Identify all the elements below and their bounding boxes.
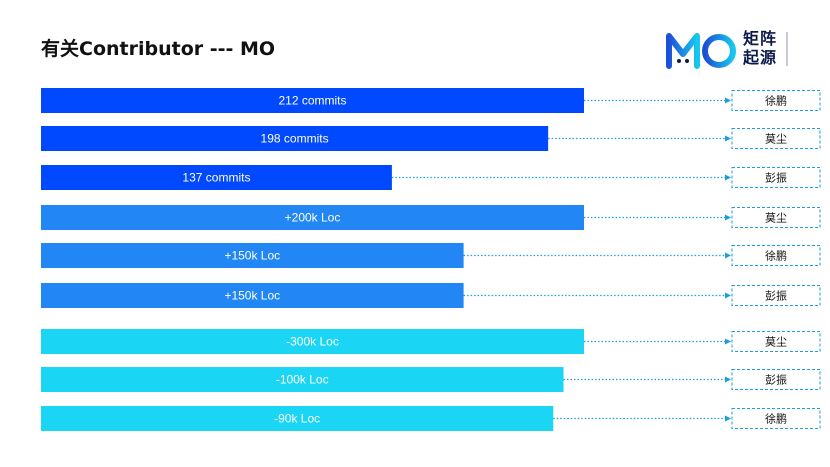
arrow-icon bbox=[725, 415, 731, 422]
contributor-name: 莫尘 bbox=[765, 133, 787, 146]
arrow-icon bbox=[725, 135, 731, 142]
arrow-icon bbox=[725, 376, 731, 383]
logo-divider bbox=[786, 32, 788, 66]
logo: 矩阵起源 bbox=[665, 26, 795, 72]
bar-label: +200k Loc bbox=[285, 211, 341, 225]
contributor-box bbox=[731, 285, 821, 306]
contributor-name: 徐鹏 bbox=[765, 94, 787, 108]
bar-loc_del bbox=[41, 406, 554, 431]
contributor-name: 彭振 bbox=[765, 289, 787, 303]
contributor-name: 徐鹏 bbox=[765, 249, 787, 263]
bar-label: +150k Loc bbox=[224, 289, 280, 303]
bar-label: 198 commits bbox=[261, 132, 329, 146]
contributor-name: 徐鹏 bbox=[765, 412, 787, 426]
bar-loc_del bbox=[41, 329, 584, 354]
arrow-icon bbox=[725, 252, 731, 259]
bar-label: +150k Loc bbox=[224, 249, 280, 263]
contributor-box bbox=[731, 408, 821, 429]
bar-label: -90k Loc bbox=[274, 412, 320, 426]
contributor-name: 彭振 bbox=[765, 373, 787, 387]
page-title: 有关Contributor --- MO bbox=[41, 38, 276, 60]
bar-loc_add bbox=[41, 243, 464, 268]
bar-label: 212 commits bbox=[278, 94, 346, 108]
arrow-icon bbox=[725, 174, 731, 181]
bar-commits bbox=[41, 88, 584, 113]
bar-label: 137 commits bbox=[182, 171, 250, 185]
bar-loc_del bbox=[41, 367, 564, 392]
contributor-box bbox=[731, 369, 821, 390]
contributor-box bbox=[731, 167, 821, 188]
bar-commits bbox=[41, 126, 549, 151]
logo-text: 矩阵起源 bbox=[743, 29, 778, 67]
bar-commits bbox=[41, 165, 392, 190]
bar-loc_add bbox=[41, 283, 464, 308]
contributor-box bbox=[731, 207, 821, 228]
bar-label: -100k Loc bbox=[276, 373, 329, 387]
contributor-name: 莫尘 bbox=[765, 212, 787, 225]
logo-mark-icon bbox=[666, 33, 736, 69]
bar-loc_add bbox=[41, 205, 584, 230]
contributor-name: 莫尘 bbox=[765, 336, 787, 349]
contributor-box bbox=[731, 128, 821, 149]
arrow-icon bbox=[725, 292, 731, 299]
arrow-icon bbox=[725, 97, 731, 104]
contributor-name: 彭振 bbox=[765, 171, 787, 185]
contributor-box bbox=[731, 331, 821, 352]
arrow-icon bbox=[725, 214, 731, 221]
bar-label: -300k Loc bbox=[286, 335, 339, 349]
arrow-icon bbox=[725, 338, 731, 345]
contributor-box bbox=[731, 90, 821, 111]
contributor-box bbox=[731, 245, 821, 266]
